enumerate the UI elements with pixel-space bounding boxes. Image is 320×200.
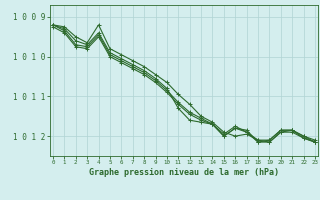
- X-axis label: Graphe pression niveau de la mer (hPa): Graphe pression niveau de la mer (hPa): [89, 168, 279, 177]
